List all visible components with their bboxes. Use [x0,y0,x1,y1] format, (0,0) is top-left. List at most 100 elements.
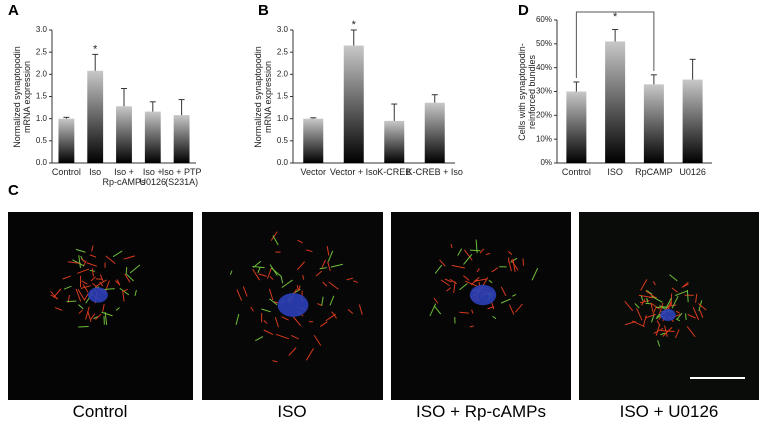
x-tick-label: Iso + PTP (S231A) [161,167,202,187]
fiber [296,261,305,271]
fiber [296,285,299,291]
fiber [500,286,507,297]
fiber [512,293,517,297]
y-tick-label: 1.0 [36,114,48,123]
fiber [269,264,278,276]
fiber [123,255,135,260]
y-tick-label: 2.0 [36,69,48,78]
fiber [290,335,299,340]
fiber [655,324,661,336]
fiber [80,258,86,263]
fiber [90,313,96,320]
fiber [297,239,303,244]
annotation: * [93,43,98,55]
micrograph [391,212,571,400]
fiber [255,336,264,342]
fiber [699,309,704,318]
fiber [327,261,331,271]
fiber [514,303,523,313]
fiber [250,306,254,312]
fiber [656,313,660,318]
fiber [675,310,680,314]
fiber [96,279,107,287]
fiber [274,317,280,328]
panel-label: B [258,2,269,19]
fiber [347,308,354,314]
fiber [512,258,516,272]
error-bar [121,88,127,107]
fiber [487,306,495,310]
fiber [321,259,326,268]
y-tick-label: 0.5 [36,136,48,145]
panel-label: D [518,2,529,19]
fiber [67,261,81,264]
fiber [327,250,334,262]
fiber [440,279,450,287]
error-bar [612,29,619,42]
fiber [270,231,278,241]
fiber [50,294,59,300]
y-tick-label: 30% [536,87,552,96]
fiber [266,267,272,279]
x-tick-label: Vector + Iso [329,167,378,177]
fiber [645,290,657,299]
bar [343,45,364,164]
fiber [104,311,108,325]
fiber [319,267,327,270]
bar [384,120,405,163]
y-axis-label: Normalized synaptopodin mRNA expression [12,45,32,148]
error-bar [573,81,580,92]
fiber [75,288,82,302]
fiber [101,311,113,317]
fiber [81,280,88,285]
fiber [112,250,123,258]
fiber [122,290,125,302]
y-tick-label: 10% [536,134,552,143]
image-caption: Control [72,402,128,421]
fiber [80,285,91,289]
fiber [353,280,358,283]
y-tick-label: 0.0 [36,158,48,167]
fiber [491,302,495,310]
error-bar [178,99,185,116]
fiber [269,275,274,280]
fiber [229,270,233,275]
fiber [263,329,274,336]
bar [682,79,703,163]
error-bar [431,94,438,103]
fiber [644,313,656,319]
fiber [695,293,698,303]
fiber [331,311,338,319]
fiber [444,278,453,283]
fiber [692,307,700,320]
fiber [508,304,515,315]
significance-bracket [575,11,655,78]
fiber [258,273,267,277]
fiber [434,264,443,274]
fiber [510,257,518,263]
x-tick-label: Iso [89,167,102,177]
fiber [78,255,81,269]
bar [144,111,161,163]
fiber [91,268,95,277]
y-tick-label: 50% [536,39,552,48]
fiber [280,276,284,284]
fiber [657,340,661,347]
fiber [281,316,289,321]
bar [173,115,190,163]
fiber [93,316,98,320]
fiber [653,327,664,334]
x-tick-label: Control [51,167,81,177]
bar [424,102,445,163]
fiber [305,348,314,361]
fiber [315,270,323,277]
fiber [660,332,666,336]
fiber [671,295,679,309]
error-bar [350,29,357,46]
fiber [119,287,130,296]
fiber [102,304,105,312]
fiber [99,274,104,283]
fiber [531,267,539,281]
fiber [89,254,97,258]
fiber [471,309,474,314]
